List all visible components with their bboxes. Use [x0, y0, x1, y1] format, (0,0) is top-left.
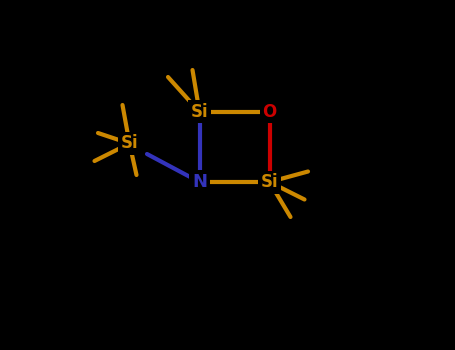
Text: Si: Si: [121, 134, 138, 153]
Text: O: O: [263, 103, 277, 121]
Text: Si: Si: [261, 173, 278, 191]
Text: N: N: [192, 173, 207, 191]
Text: Si: Si: [191, 103, 208, 121]
